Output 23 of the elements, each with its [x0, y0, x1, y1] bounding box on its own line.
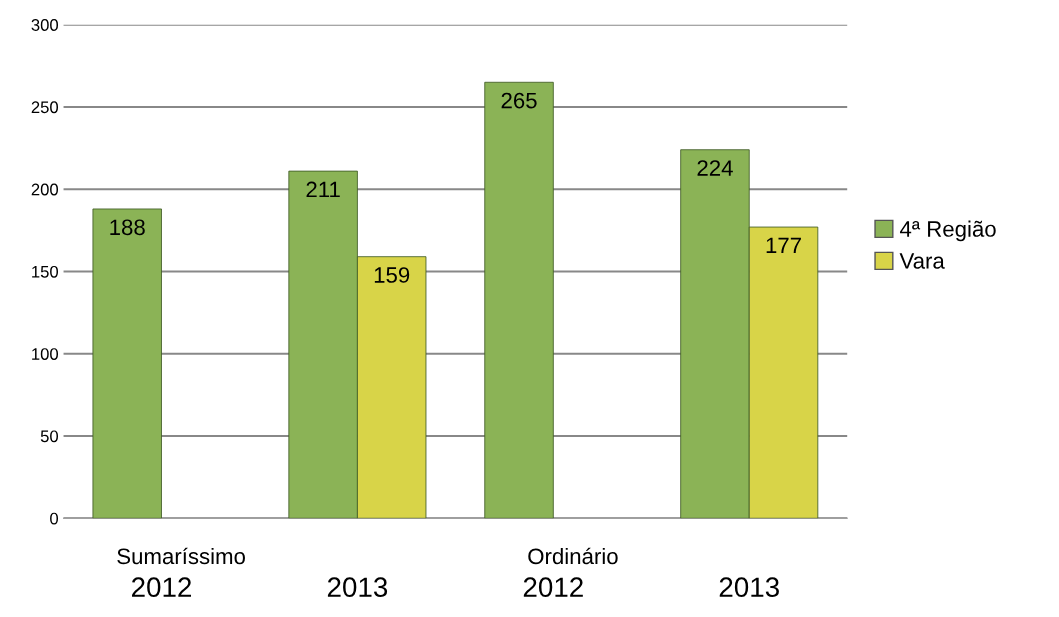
- x-tick-label: 2013: [327, 577, 388, 598]
- text: Ordinário: [528, 547, 618, 565]
- legend-label: Vara: [899, 253, 945, 269]
- x-tick-label: 2012: [523, 577, 583, 598]
- bar: [484, 81, 554, 519]
- data-label: 159: [374, 267, 410, 283]
- y-tick-label: 50: [40, 430, 59, 443]
- y-tick-label: 0: [50, 512, 59, 525]
- y-tick-label: 100: [32, 348, 59, 360]
- legend-label: 4ª Região: [899, 220, 996, 242]
- text: Sumaríssimo: [117, 547, 245, 565]
- bar: [92, 208, 162, 519]
- x-tick-label: 2012: [132, 577, 191, 598]
- y-tick-label: 250: [31, 101, 59, 114]
- y-tick-label: 200: [31, 183, 59, 196]
- data-label: 224: [697, 160, 733, 176]
- data-label: 188: [110, 219, 145, 236]
- data-label: 211: [306, 181, 340, 198]
- x-tick-label: 2013: [719, 577, 779, 598]
- y-tick-label: 300: [31, 19, 59, 31]
- y-tick-label: 150: [32, 265, 59, 278]
- data-label: 177: [766, 237, 801, 254]
- data-label: 265: [501, 92, 537, 109]
